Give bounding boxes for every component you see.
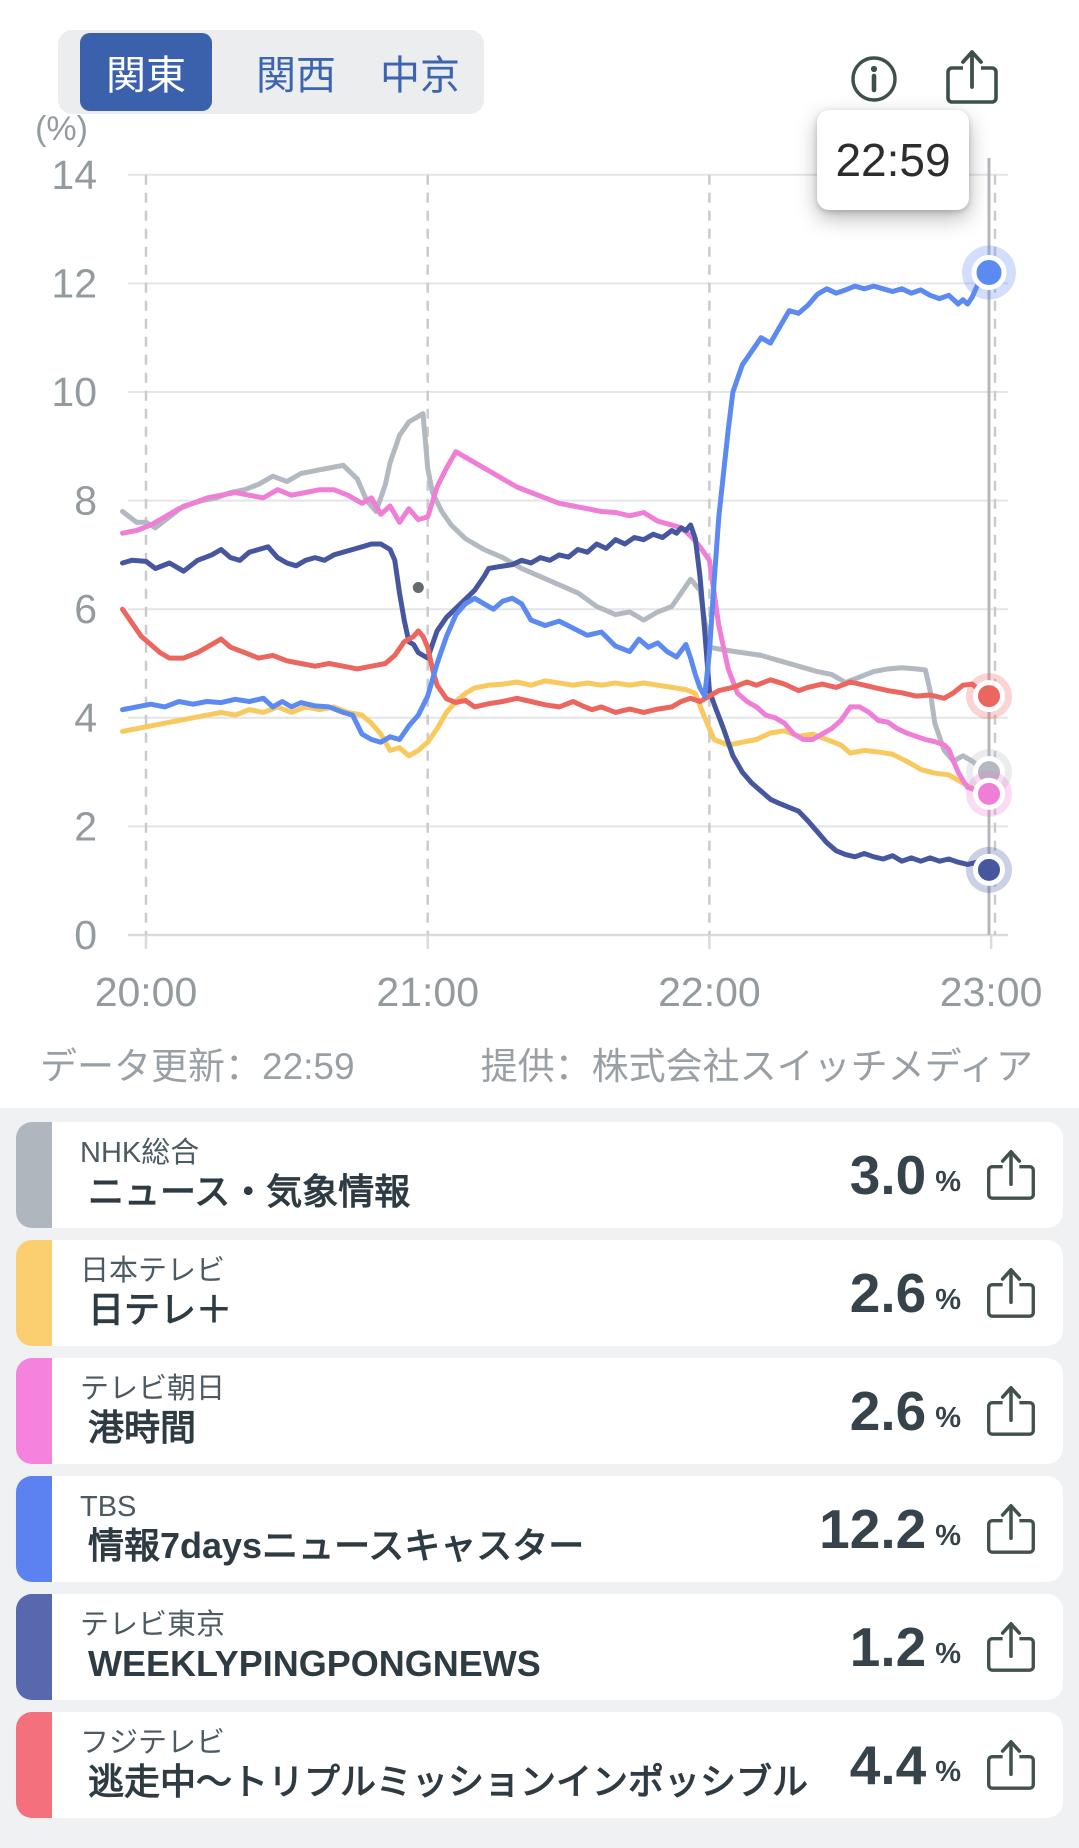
series-line	[120, 411, 989, 775]
channel-card[interactable]: TBS 情報7daysニュースキャスター 12.2 %	[16, 1476, 1063, 1582]
y-tick-label: 6	[74, 586, 97, 632]
endpoint-marker	[971, 255, 1007, 291]
station-name: NHK総合	[80, 1136, 200, 1169]
series-line	[120, 270, 989, 745]
tab-kansai[interactable]: 関西	[256, 54, 336, 98]
station-name: 日本テレビ	[80, 1254, 226, 1287]
data-updated-text: データ更新：22:59	[40, 1046, 355, 1087]
tab-kanto[interactable]: 関東	[80, 33, 212, 111]
series-line	[120, 678, 989, 797]
y-tick-label: 14	[51, 152, 97, 198]
time-tooltip: 22:59	[817, 110, 969, 210]
y-tick-label: 2	[74, 803, 97, 849]
channel-color-bar	[16, 1594, 52, 1700]
station-name: フジテレビ	[80, 1726, 226, 1759]
rating-value: 4.4	[849, 1734, 927, 1796]
rating-value: 2.6	[849, 1380, 927, 1442]
y-tick-label: 0	[74, 912, 97, 958]
info-icon[interactable]	[849, 54, 899, 104]
rating-unit: %	[935, 1165, 961, 1198]
share-icon[interactable]	[944, 47, 1000, 107]
x-tick-label: 21:00	[376, 969, 479, 1015]
channel-color-bar	[16, 1240, 52, 1346]
x-tick-label: 23:00	[940, 969, 1043, 1015]
rating-unit: %	[935, 1637, 961, 1670]
channel-card[interactable]: テレビ朝日 港時間 2.6 %	[16, 1358, 1063, 1464]
x-tick-label: 22:00	[658, 969, 761, 1015]
y-tick-label: 10	[51, 369, 97, 415]
series-line	[120, 449, 989, 797]
share-icon[interactable]	[985, 1383, 1037, 1439]
rating-value: 2.6	[849, 1262, 927, 1324]
channel-card[interactable]: NHK総合 ニュース・気象情報 3.0 %	[16, 1122, 1063, 1228]
tab-chukyo[interactable]: 中京	[380, 54, 460, 98]
rating-unit: %	[935, 1283, 961, 1316]
channel-color-bar	[16, 1476, 52, 1582]
y-tick-label: 8	[74, 478, 97, 524]
channel-legend-list: NHK総合 ニュース・気象情報 3.0 % 日本テレビ 日テレ＋ 2.6	[0, 1108, 1079, 1848]
rating-value: 3.0	[849, 1144, 927, 1206]
y-tick-label: 12	[51, 260, 97, 306]
x-tick-label: 20:00	[95, 969, 198, 1015]
program-title: 逃走中〜トリプルミッションインポッシブル	[88, 1761, 809, 1803]
program-title: 情報7daysニュースキャスター	[88, 1525, 585, 1567]
station-name: TBS	[80, 1490, 137, 1523]
endpoint-marker	[973, 680, 1005, 713]
endpoint-marker	[973, 853, 1005, 886]
series-line	[120, 522, 989, 873]
channel-card[interactable]: 日本テレビ 日テレ＋ 2.6 %	[16, 1240, 1063, 1346]
chart-footer: データ更新：22:59 提供：株式会社スイッチメディア	[40, 1036, 1033, 1090]
endpoint-marker	[973, 777, 1005, 810]
station-name: テレビ東京	[80, 1608, 226, 1641]
channel-card[interactable]: テレビ東京 WEEKLYPINGPONGNEWS 1.2 %	[16, 1594, 1063, 1700]
data-provider-text: 提供：株式会社スイッチメディア	[480, 1046, 1033, 1087]
series-line	[120, 606, 989, 715]
rating-value: 1.2	[849, 1616, 927, 1678]
channel-color-bar	[16, 1712, 52, 1818]
share-icon[interactable]	[985, 1265, 1037, 1321]
channel-color-bar	[16, 1358, 52, 1464]
y-axis-unit-label: (%)	[35, 110, 88, 148]
region-tab-bar: 関東 関西 中京	[58, 30, 484, 114]
share-icon[interactable]	[985, 1619, 1037, 1675]
program-title: 港時間	[88, 1407, 197, 1449]
y-tick-label: 4	[74, 695, 97, 741]
rating-unit: %	[935, 1519, 961, 1552]
share-icon[interactable]	[985, 1501, 1037, 1557]
ratings-chart[interactable]: 0 2 4 6 8 10 12 14 (%) 20:00 21:00 22:00 23:00	[0, 0, 1079, 1110]
channel-color-bar	[16, 1122, 52, 1228]
program-title: WEEKLYPINGPONGNEWS	[88, 1643, 541, 1685]
program-title: 日テレ＋	[88, 1289, 233, 1331]
station-name: テレビ朝日	[80, 1372, 226, 1405]
share-icon[interactable]	[985, 1147, 1037, 1203]
outlier-dot	[412, 581, 424, 593]
rating-unit: %	[935, 1755, 961, 1788]
share-icon[interactable]	[985, 1737, 1037, 1793]
program-title: ニュース・気象情報	[88, 1171, 411, 1213]
rating-unit: %	[935, 1401, 961, 1434]
channel-card[interactable]: フジテレビ 逃走中〜トリプルミッションインポッシブル 4.4 %	[16, 1712, 1063, 1818]
rating-value: 12.2	[819, 1498, 927, 1560]
